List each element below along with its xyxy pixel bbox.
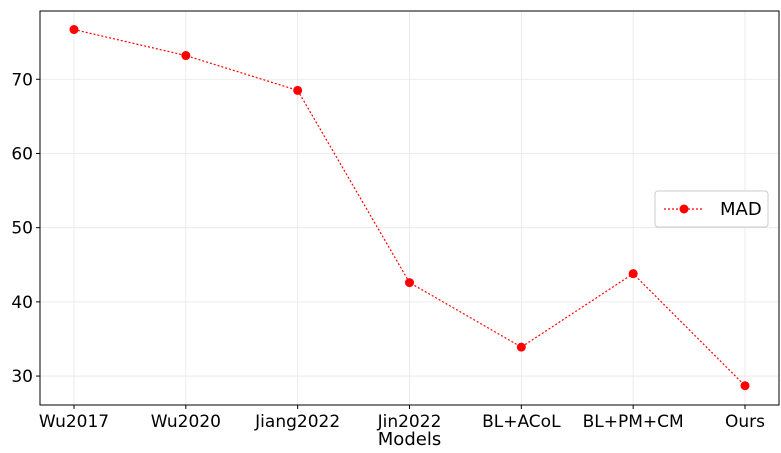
x-tick-label: BL+PM+CM <box>583 412 684 432</box>
y-tick-label: 30 <box>11 367 33 387</box>
x-tick-label: Wu2020 <box>151 412 221 432</box>
data-point <box>293 85 303 95</box>
chart-grid <box>40 11 779 405</box>
x-tick-label: BL+ACoL <box>482 412 561 432</box>
legend-label-mad: MAD <box>720 199 762 220</box>
legend-box <box>654 190 769 228</box>
x-axis-label: Models <box>378 429 441 450</box>
y-tick-label: 70 <box>11 70 33 90</box>
data-point <box>181 51 191 61</box>
y-tick-label: 40 <box>11 293 33 313</box>
data-point <box>405 278 414 288</box>
data-point <box>740 381 750 391</box>
y-tick-label: 60 <box>11 144 33 164</box>
series-layer <box>69 25 750 391</box>
y-tick-label: 50 <box>11 219 33 239</box>
x-tick-label: Jiang2022 <box>254 412 340 432</box>
x-tick-label: Jin2022 <box>377 412 442 432</box>
x-axis-ticks: Wu2017 Wu2020 Jiang2022 Jin2022 BL+ACoL BL+PM… <box>39 405 765 432</box>
y-axis-ticks: 30 40 50 60 70 <box>11 70 40 387</box>
legend: MAD <box>654 190 769 228</box>
x-tick-label: Ours <box>725 412 765 432</box>
legend-marker <box>679 204 689 214</box>
x-tick-label: Wu2017 <box>39 412 109 432</box>
data-point <box>69 25 79 35</box>
data-point <box>516 342 526 352</box>
data-point <box>628 269 638 279</box>
